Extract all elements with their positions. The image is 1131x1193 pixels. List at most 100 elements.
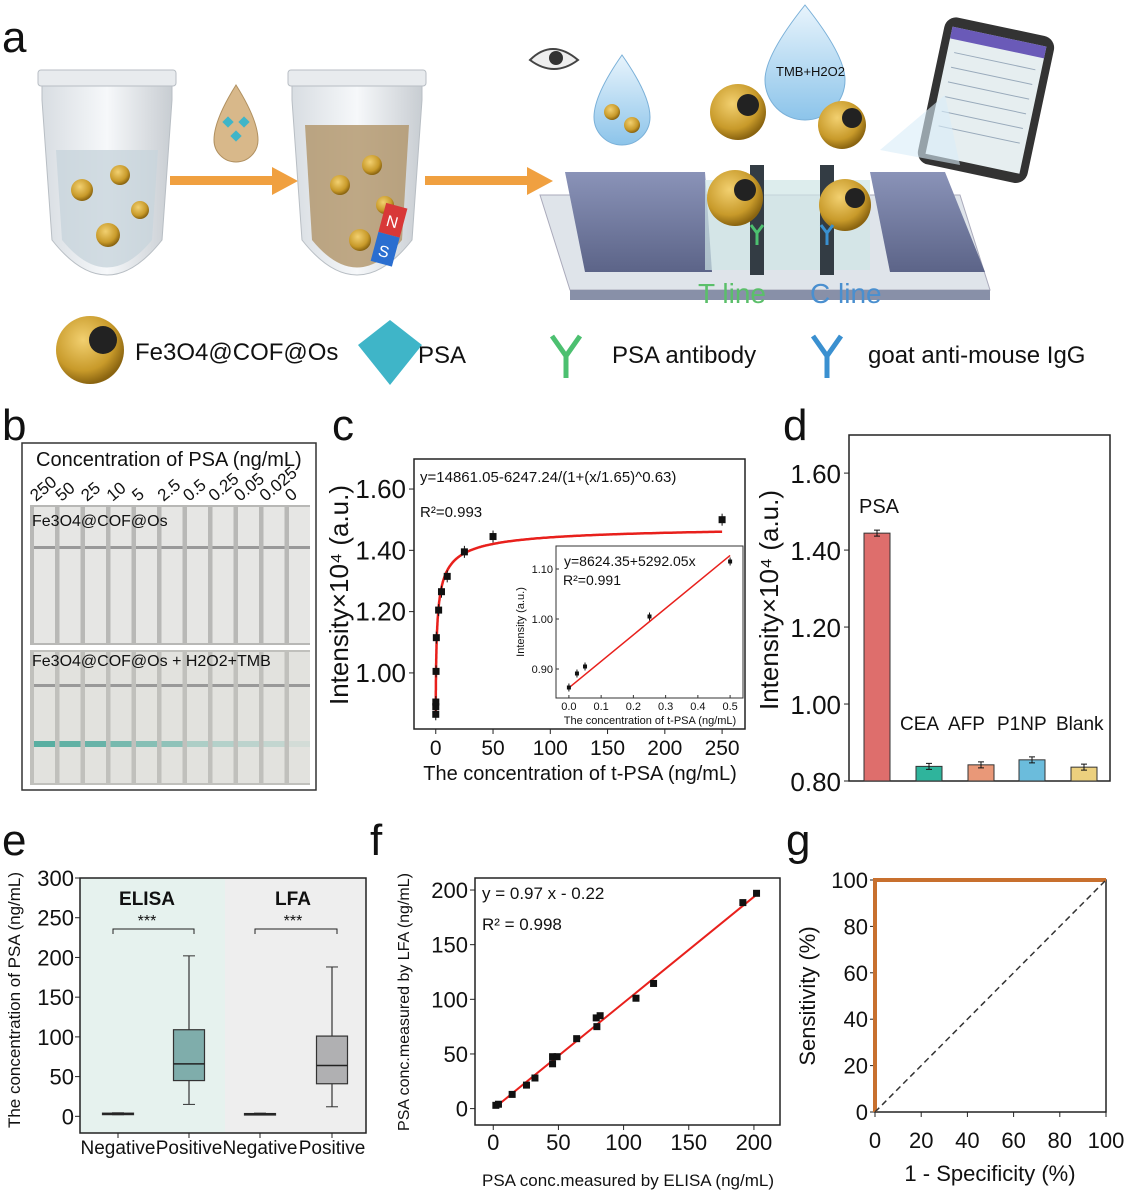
y-tick-label: 200 bbox=[431, 878, 468, 903]
x-axis-label: PSA conc.measured by ELISA (ng/mL) bbox=[482, 1171, 774, 1190]
strip-test-line bbox=[59, 741, 81, 747]
strip-bottom-control-line bbox=[161, 684, 183, 687]
y-tick-label: 0.80 bbox=[790, 767, 841, 797]
inset-data-point bbox=[583, 664, 588, 669]
y-tick-label: 0 bbox=[856, 1100, 868, 1125]
x-tick-label: 60 bbox=[1001, 1128, 1025, 1153]
data-point bbox=[596, 1012, 604, 1020]
y-axis-label: PSA conc.measured by LFA (ng/mL) bbox=[396, 873, 413, 1131]
data-point bbox=[432, 710, 440, 718]
error-bar bbox=[1029, 756, 1035, 764]
top-strip-label: Fe3O4@COF@Os bbox=[32, 513, 168, 530]
arrow-2 bbox=[425, 167, 553, 195]
strip-top bbox=[238, 507, 259, 643]
data-point bbox=[522, 1081, 530, 1089]
x-tick-label: 0 bbox=[869, 1128, 881, 1153]
inset-y-axis-label: Intensity (a.u.) bbox=[515, 587, 527, 657]
strip-top-control-line bbox=[85, 546, 106, 549]
y-tick-label: 1.00 bbox=[790, 690, 841, 720]
x-tick-label: 250 bbox=[705, 737, 740, 760]
chart-c: 0 50 100 150 200 250 1.00 1.20 1.40 1.60 The conce… bbox=[324, 458, 746, 785]
strip-top-control-line bbox=[34, 546, 55, 549]
y-tick-label: 1.20 bbox=[355, 597, 406, 627]
inset-fit-equation: y=8624.35+5292.05x bbox=[564, 553, 696, 569]
strip-test-line bbox=[263, 741, 285, 747]
tmb-drop: TMB+H2O2 bbox=[764, 4, 846, 121]
error-bar bbox=[978, 761, 984, 769]
inset-data-point bbox=[574, 671, 579, 676]
bottom-strip-label: Fe3O4@COF@Os + H2O2+TMB bbox=[32, 653, 271, 670]
strip-top bbox=[161, 507, 183, 643]
strip-top-control-line bbox=[263, 546, 285, 549]
panel-label-c: c bbox=[332, 401, 354, 450]
group-background-lfa bbox=[225, 878, 366, 1133]
significance-stars: *** bbox=[284, 913, 303, 930]
x-tick-label: 100 bbox=[1088, 1128, 1125, 1153]
inset-y-tick-label: 0.90 bbox=[532, 664, 553, 676]
strip-bottom bbox=[85, 652, 106, 783]
x-tick-label: 200 bbox=[736, 1130, 773, 1155]
strip-test-line bbox=[136, 741, 157, 747]
y-tick-label: 100 bbox=[831, 868, 868, 893]
strip-bottom-control-line bbox=[136, 684, 157, 687]
strip-test-line bbox=[289, 741, 310, 747]
strip-top-control-line bbox=[187, 546, 208, 549]
strip-bottom bbox=[263, 652, 285, 783]
strip-bottom bbox=[238, 652, 259, 783]
data-point bbox=[549, 1053, 557, 1061]
igg-y-icon bbox=[810, 334, 844, 378]
bar-label: AFP bbox=[948, 714, 985, 735]
strip-top-control-line bbox=[238, 546, 259, 549]
legend-label-nanoparticle: Fe3O4@COF@Os bbox=[135, 339, 338, 366]
data-point bbox=[432, 698, 440, 706]
strip-top bbox=[59, 507, 81, 643]
inset-data-point bbox=[647, 614, 652, 619]
y-tick-label: 100 bbox=[37, 1025, 74, 1050]
data-point bbox=[632, 994, 640, 1002]
legend-panel-a: Fe3O4@COF@Os PSA PSA antibody goat anti-… bbox=[56, 316, 1085, 385]
y-tick-label: 250 bbox=[37, 906, 74, 931]
y-tick-label: 300 bbox=[37, 866, 74, 891]
data-point bbox=[432, 667, 440, 675]
error-bar bbox=[926, 762, 932, 770]
strip-bottom-control-line bbox=[110, 684, 132, 687]
strip-top-control-line bbox=[289, 546, 310, 549]
y-tick-label: 1.20 bbox=[790, 613, 841, 643]
strip-top-control-line bbox=[110, 546, 132, 549]
data-point bbox=[718, 516, 726, 524]
x-tick-label: 40 bbox=[955, 1128, 979, 1153]
strip-test-line bbox=[85, 741, 106, 747]
data-point bbox=[592, 1014, 600, 1022]
panel-a: a N S TMB+H2O2 bbox=[2, 4, 1085, 385]
r-squared: R² = 0.998 bbox=[482, 915, 562, 934]
y-tick-label: 0 bbox=[62, 1104, 74, 1129]
panel-label-g: g bbox=[786, 816, 810, 865]
y-tick-label: 80 bbox=[844, 914, 868, 939]
strip-top-control-line bbox=[161, 546, 183, 549]
x-tick-label: 200 bbox=[647, 737, 682, 760]
y-tick-label: 1.40 bbox=[790, 536, 841, 566]
x-tick-label: 0 bbox=[430, 737, 442, 760]
psa-drop bbox=[213, 84, 259, 163]
inset-y-tick-label: 1.10 bbox=[532, 564, 553, 576]
fit-equation: y = 0.97 x - 0.22 bbox=[482, 884, 604, 903]
inset-x-tick-label: 0.3 bbox=[658, 701, 673, 713]
data-point bbox=[508, 1090, 516, 1098]
data-point bbox=[494, 1100, 502, 1108]
strip-bottom bbox=[161, 652, 183, 783]
magnet-icon: N S bbox=[370, 202, 408, 267]
svg-text:N: N bbox=[384, 213, 400, 232]
strip-top-control-line bbox=[212, 546, 234, 549]
significance-bracket bbox=[254, 928, 338, 934]
data-point bbox=[531, 1074, 539, 1082]
strip-test-line bbox=[110, 741, 132, 747]
x-axis-label: 1 - Specificity (%) bbox=[904, 1161, 1075, 1186]
data-point bbox=[650, 979, 658, 987]
legend-label-igg: goat anti-mouse IgG bbox=[868, 342, 1085, 369]
data-point bbox=[460, 548, 468, 556]
x-tick-label: 50 bbox=[481, 737, 504, 760]
y-tick-label: 150 bbox=[37, 985, 74, 1010]
y-tick-label: 1.60 bbox=[355, 474, 406, 504]
x-tick-label: 20 bbox=[909, 1128, 933, 1153]
inset-fit-line bbox=[568, 554, 731, 689]
